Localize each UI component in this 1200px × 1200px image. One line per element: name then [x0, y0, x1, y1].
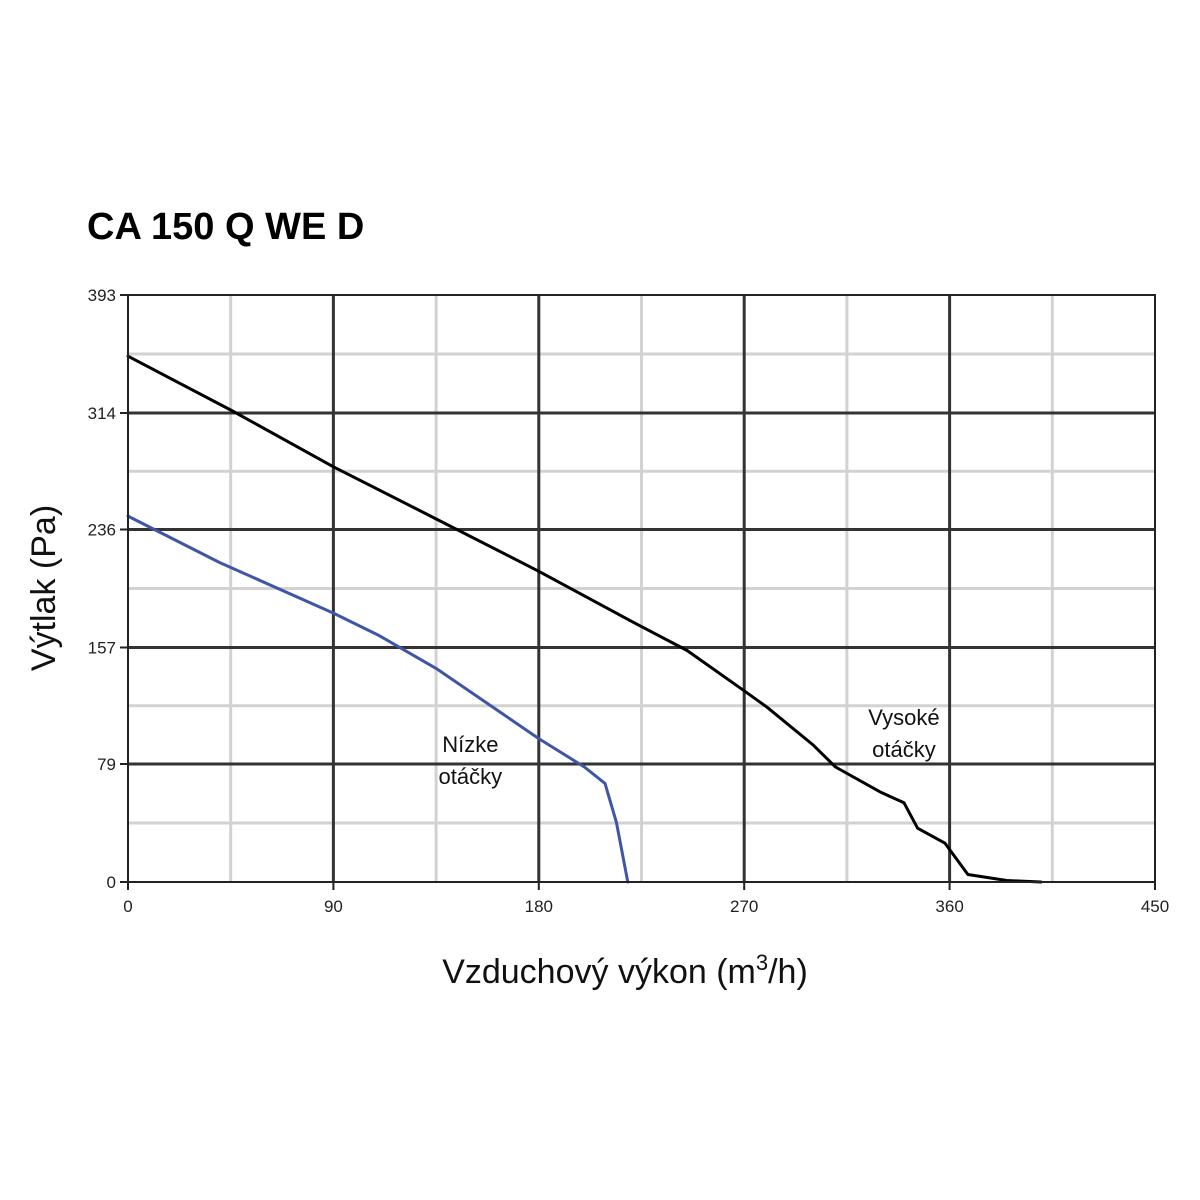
x-tick-label: 180 — [525, 897, 553, 916]
series-line-nízke-otáčky — [126, 514, 630, 884]
y-tick-label: 157 — [88, 638, 116, 657]
y-tick-label: 79 — [97, 755, 116, 774]
annotations: Vysoké otáčky Nízke otáčky — [439, 705, 940, 789]
x-tick-labels: 0 90 180 270 360 450 — [123, 897, 1169, 916]
chart-title: CA 150 Q WE D — [87, 206, 365, 248]
series-layer — [126, 354, 1043, 884]
tick-marks — [120, 294, 1156, 890]
x-tick-label: 90 — [324, 897, 343, 916]
plot-frame — [127, 294, 1156, 883]
y-axis-title: Výtlak (Pa) — [25, 505, 63, 671]
y-tick-label: 314 — [88, 404, 116, 423]
x-tick-label: 450 — [1141, 897, 1169, 916]
curve-label: Nízke otáčky — [439, 732, 503, 789]
y-tick-label: 0 — [107, 873, 116, 892]
major-grid — [128, 295, 1155, 882]
series-line-vysoké-otáčky — [126, 354, 1043, 884]
x-axis-title: Vzduchový výkon (m3/h) — [442, 950, 808, 991]
y-tick-label: 236 — [88, 521, 116, 540]
curve-label: Vysoké otáčky — [868, 705, 939, 762]
x-tick-label: 0 — [123, 897, 132, 916]
minor-grid — [128, 295, 1155, 882]
x-tick-label: 360 — [935, 897, 963, 916]
x-tick-label: 270 — [730, 897, 758, 916]
y-tick-label: 393 — [88, 286, 116, 305]
y-tick-labels: 0 79 157 236 314 393 — [88, 286, 116, 892]
